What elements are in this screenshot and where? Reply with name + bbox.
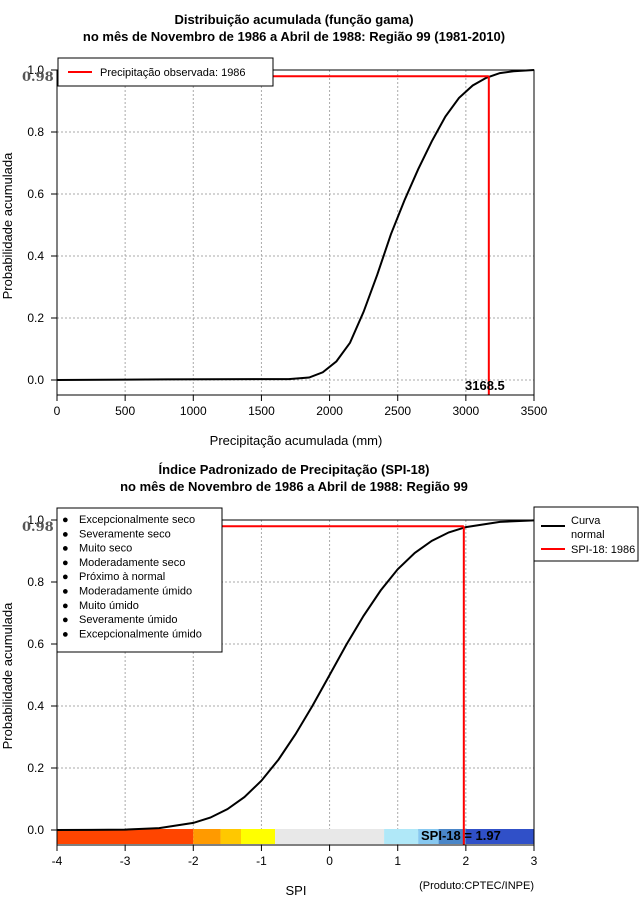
category-legend-label: Excepcionalmente seco — [79, 514, 195, 526]
y-tick-label: 0.0 — [27, 373, 44, 387]
category-band — [275, 829, 385, 844]
chart1-observed-x-label: 3168.5 — [465, 378, 505, 393]
chart2-footer: (Produto:CPTEC/INPE) — [419, 880, 534, 892]
chart1-legend-box — [57, 57, 274, 87]
chart2-legend-curve-label-2: normal — [571, 529, 605, 541]
category-legend-marker: ● — [62, 614, 69, 626]
category-band — [418, 829, 439, 844]
chart1-plot-frame — [56, 69, 535, 396]
x-tick-label: 1000 — [180, 404, 207, 418]
distribution-curve — [56, 519, 535, 831]
chart1-observed-y-label: 0.98 — [22, 70, 54, 85]
chart2-y-ticks: 0.0 0.2 0.4 0.6 0.8 1.0 — [27, 513, 57, 837]
y-tick-label: 0.2 — [27, 311, 44, 325]
category-legend-label: Excepcionalmente úmido — [79, 628, 202, 640]
x-tick-label: 3500 — [521, 404, 548, 418]
x-tick-label: 1500 — [248, 404, 275, 418]
chart2-plot-frame — [56, 519, 535, 846]
chart2-title-line2: no mês de Novembro de 1986 a Abril de 19… — [120, 479, 468, 494]
category-legend-marker: ● — [62, 628, 69, 640]
x-tick-label: -4 — [52, 854, 63, 868]
category-legend-label: Severamente úmido — [79, 614, 177, 626]
chart-spi-18: Índice Padronizado de Precipitação (SPI-… — [0, 462, 639, 898]
chart2-y-label: Probabilidade acumulada — [0, 602, 15, 749]
chart1-title-line1: Distribuição acumulada (função gama) — [174, 12, 413, 27]
chart1-legend-label: Precipitação observada: 1986 — [100, 67, 246, 79]
x-tick-label: -2 — [188, 854, 199, 868]
category-band — [193, 829, 221, 844]
chart2-category-legend-box — [56, 507, 223, 653]
x-tick-label: 2000 — [316, 404, 343, 418]
x-tick-label: 0 — [54, 404, 61, 418]
y-tick-label: 0.8 — [27, 575, 44, 589]
y-tick-label: 0.4 — [27, 249, 44, 263]
chart2-title-line1: Índice Padronizado de Precipitação (SPI-… — [159, 462, 430, 477]
y-tick-label: 1.0 — [27, 513, 44, 527]
y-tick-label: 0.6 — [27, 637, 44, 651]
category-legend-marker: ● — [62, 557, 69, 569]
x-tick-label: 3 — [531, 854, 538, 868]
category-band — [220, 829, 241, 844]
chart1-y-ticks: 0.0 0.2 0.4 0.6 0.8 1.0 — [27, 63, 57, 387]
x-tick-label: 500 — [115, 404, 135, 418]
y-tick-label: 1.0 — [27, 63, 44, 77]
category-legend-label: Próximo à normal — [79, 571, 165, 583]
chart2-category-bands — [57, 829, 534, 844]
category-band — [57, 829, 194, 844]
category-legend-marker: ● — [62, 571, 69, 583]
distribution-curve — [56, 69, 535, 381]
category-legend-marker: ● — [62, 600, 69, 612]
category-legend-marker: ● — [62, 543, 69, 555]
chart2-legend-right: Curva normal SPI-18: 1986 — [533, 506, 639, 562]
chart-gamma-distribution: Distribuição acumulada (função gama) no … — [0, 12, 548, 448]
x-tick-label: -3 — [120, 854, 131, 868]
chart1-curve-group — [56, 69, 535, 381]
chart2-x-ticks: -4 -3 -2 -1 0 1 2 3 — [52, 845, 538, 868]
y-tick-label: 0.8 — [27, 125, 44, 139]
chart1-grid — [57, 69, 534, 395]
chart2-legend-spi-label: SPI-18: 1986 — [571, 544, 635, 556]
chart2-observed-x-label: SPI-18 = 1.97 — [421, 828, 501, 843]
category-legend-label: Muito seco — [79, 543, 132, 555]
x-tick-label: -1 — [256, 854, 267, 868]
category-legend-label: Moderadamente seco — [79, 557, 185, 569]
chart1-title-line2: no mês de Novembro de 1986 a Abril de 19… — [83, 29, 505, 44]
category-band — [384, 829, 419, 844]
chart2-legend-right-box — [533, 506, 639, 562]
chart2-category-legend: ● Excepcionalmente seco ● Severamente seco ●… — [56, 507, 223, 653]
category-legend-label: Severamente seco — [79, 528, 171, 540]
category-legend-marker: ● — [62, 586, 69, 598]
chart1-x-ticks: 0 500 1000 1500 2000 2500 3000 3500 — [54, 395, 548, 418]
x-tick-label: 2500 — [384, 404, 411, 418]
category-legend-marker: ● — [62, 528, 69, 540]
category-legend-marker: ● — [62, 514, 69, 526]
chart2-x-label: SPI — [286, 883, 307, 898]
chart1-y-label: Probabilidade acumulada — [0, 152, 15, 299]
x-tick-label: 1 — [394, 854, 401, 868]
category-band — [240, 829, 276, 844]
chart1-legend: Precipitação observada: 1986 — [57, 57, 274, 87]
category-legend-label: Moderadamente úmido — [79, 586, 192, 598]
x-tick-label: 3000 — [453, 404, 480, 418]
x-tick-label: 0 — [326, 854, 333, 868]
category-band — [465, 829, 534, 844]
y-tick-label: 0.0 — [27, 823, 44, 837]
category-legend-label: Muito úmido — [79, 600, 139, 612]
chart2-legend-curve-label-1: Curva — [571, 515, 601, 527]
chart2-curve-group — [56, 519, 535, 831]
chart1-x-label: Precipitação acumulada (mm) — [210, 433, 383, 448]
category-band — [438, 829, 466, 844]
chart2-observed-y-label: 0.98 — [22, 520, 54, 535]
y-tick-label: 0.6 — [27, 187, 44, 201]
x-tick-label: 2 — [463, 854, 470, 868]
y-tick-label: 0.2 — [27, 761, 44, 775]
chart1-observed-group — [57, 75, 490, 395]
y-tick-label: 0.4 — [27, 699, 44, 713]
